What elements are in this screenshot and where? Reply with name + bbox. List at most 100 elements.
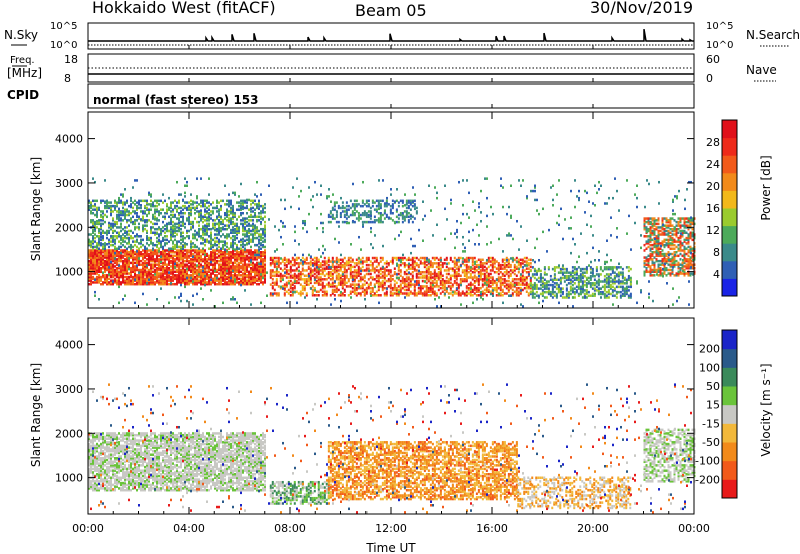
- range-gate-cell: [98, 281, 100, 284]
- range-gate-cell: [202, 215, 204, 219]
- range-gate-cell: [116, 235, 118, 238]
- range-gate-cell: [104, 243, 106, 247]
- range-gate-cell: [395, 220, 398, 224]
- range-gate-cell: [188, 213, 190, 217]
- left-tick-bottom: 10^0: [50, 40, 77, 51]
- range-gate-cell: [333, 270, 336, 274]
- range-gate-cell: [248, 256, 250, 259]
- range-gate-cell: [240, 204, 242, 208]
- range-gate-cell: [361, 285, 364, 288]
- range-gate-cell: [489, 285, 492, 288]
- range-gate-cell: [154, 261, 156, 265]
- range-gate-cell: [180, 233, 182, 236]
- range-gate-cell: [403, 215, 406, 219]
- range-gate-cell: [497, 269, 500, 272]
- range-gate-cell: [453, 279, 456, 283]
- range-gate-cell: [307, 262, 310, 265]
- range-gate-cell: [275, 283, 278, 286]
- range-gate-cell: [335, 201, 338, 204]
- range-gate-cell: [357, 286, 360, 290]
- range-gate-cell: [537, 294, 540, 297]
- range-gate-cell: [397, 292, 400, 295]
- range-gate-cell: [465, 272, 468, 276]
- range-gate-cell: [551, 292, 554, 296]
- range-gate-cell: [146, 274, 148, 277]
- range-gate-cell: [228, 224, 230, 227]
- range-gate-cell: [329, 283, 332, 286]
- range-gate-cell: [252, 206, 254, 210]
- range-gate-cell: [469, 276, 472, 279]
- range-gate-cell: [156, 245, 158, 249]
- range-gate-cell: [218, 227, 220, 231]
- range-gate-cell: [132, 270, 134, 274]
- range-gate-cell: [232, 215, 234, 219]
- range-gate-cell: [92, 261, 94, 265]
- range-gate-cell: [337, 274, 340, 278]
- range-gate-cell: [222, 245, 224, 249]
- range-gate-cell: [465, 286, 468, 290]
- range-gate-cell: [447, 262, 450, 265]
- range-gate-cell: [311, 294, 314, 297]
- range-gate-cell: [323, 274, 326, 278]
- range-gate-cell: [625, 292, 628, 296]
- range-gate-cell: [90, 206, 92, 210]
- range-gate-cell: [435, 265, 438, 269]
- range-gate-cell: [118, 213, 120, 217]
- range-gate-cell: [435, 279, 438, 283]
- range-gate-cell: [248, 258, 250, 261]
- range-gate-cell: [419, 292, 422, 295]
- range-gate-cell: [421, 276, 424, 279]
- range-gate-cell: [214, 258, 216, 261]
- range-gate-cell: [367, 220, 370, 224]
- range-gate-cell: [160, 242, 162, 245]
- range-gate-cell: [541, 292, 544, 296]
- range-gate-cell: [395, 210, 398, 213]
- range-gate-cell: [409, 283, 412, 286]
- range-gate-cell: [619, 266, 622, 269]
- range-gate-cell: [174, 282, 176, 286]
- range-gate-cell: [230, 199, 232, 203]
- range-gate-cell: [156, 252, 158, 256]
- range-gate-cell: [106, 274, 108, 277]
- range-gate-cell: [188, 206, 190, 210]
- range-gate-cell: [260, 277, 262, 281]
- range-gate-cell: [216, 261, 218, 265]
- range-gate-cell: [218, 231, 220, 235]
- range-gate-cell: [130, 266, 132, 270]
- range-gate-cell: [146, 231, 148, 235]
- range-gate-cell: [457, 274, 460, 278]
- range-gate-cell: [118, 270, 120, 274]
- range-gate-cell: [609, 276, 612, 280]
- range-gate-cell: [381, 276, 384, 279]
- range-gate-cell: [250, 270, 252, 274]
- range-gate-cell: [118, 233, 120, 236]
- range-gate-cell: [172, 245, 174, 249]
- range-gate-cell: [230, 259, 232, 263]
- range-gate-cell: [112, 282, 114, 286]
- range-gate-cell: [126, 236, 128, 240]
- range-gate-cell: [120, 259, 122, 263]
- range-gate-cell: [645, 258, 648, 261]
- range-gate-cell: [210, 281, 212, 284]
- range-gate-cell: [493, 286, 496, 290]
- range-gate-cell: [192, 245, 194, 249]
- range-gate-cell: [216, 247, 218, 250]
- range-gate-cell: [126, 242, 128, 245]
- range-gate-cell: [236, 254, 238, 258]
- range-gate-cell: [216, 201, 218, 204]
- range-gate-cell: [184, 222, 186, 226]
- range-gate-cell: [473, 274, 476, 278]
- range-gate-cell: [222, 199, 224, 203]
- range-gate-cell: [122, 275, 124, 279]
- range-gate-cell: [116, 220, 118, 224]
- range-gate-cell: [226, 235, 228, 238]
- range-gate-cell: [162, 236, 164, 240]
- range-gate-cell: [138, 242, 140, 245]
- range-gate-cell: [180, 275, 182, 279]
- range-gate-cell: [479, 274, 482, 278]
- range-gate-cell: [116, 204, 118, 208]
- range-gate-cell: [248, 277, 250, 281]
- range-gate-cell: [104, 268, 106, 272]
- range-gate-cell: [567, 296, 570, 299]
- range-gate-cell: [126, 272, 128, 275]
